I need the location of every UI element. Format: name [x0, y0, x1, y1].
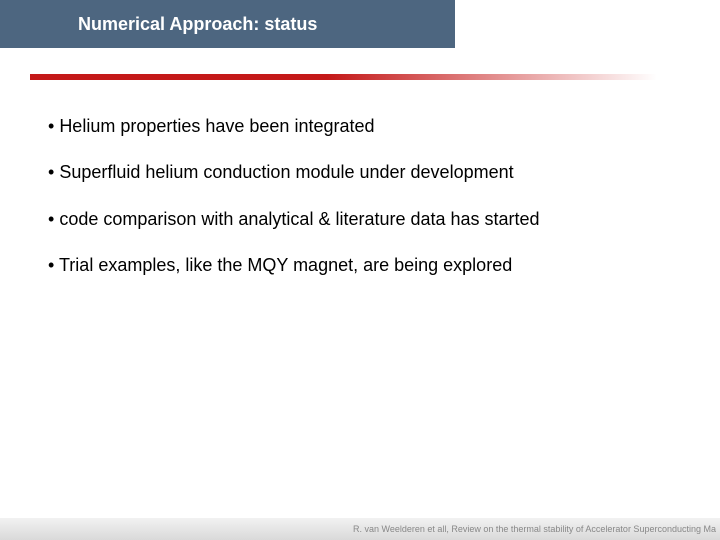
bullet-item: • code comparison with analytical & lite…: [48, 207, 672, 231]
bullet-text: Helium properties have been integrated: [59, 116, 374, 136]
bullet-item: • Helium properties have been integrated: [48, 114, 672, 138]
slide-title: Numerical Approach: status: [0, 14, 317, 35]
slide: Numerical Approach: status • Helium prop…: [0, 0, 720, 540]
footer-bar: R. van Weelderen et all, Review on the t…: [0, 518, 720, 540]
bullet-text: code comparison with analytical & litera…: [59, 209, 539, 229]
bullet-text: Superfluid helium conduction module unde…: [59, 162, 513, 182]
bullet-text: Trial examples, like the MQY magnet, are…: [59, 255, 512, 275]
footer-text: R. van Weelderen et all, Review on the t…: [353, 524, 720, 534]
bullet-item: • Superfluid helium conduction module un…: [48, 160, 672, 184]
title-bar: Numerical Approach: status: [0, 0, 455, 48]
bullet-item: • Trial examples, like the MQY magnet, a…: [48, 253, 672, 277]
content-area: • Helium properties have been integrated…: [48, 114, 672, 299]
title-underline: [30, 74, 690, 80]
